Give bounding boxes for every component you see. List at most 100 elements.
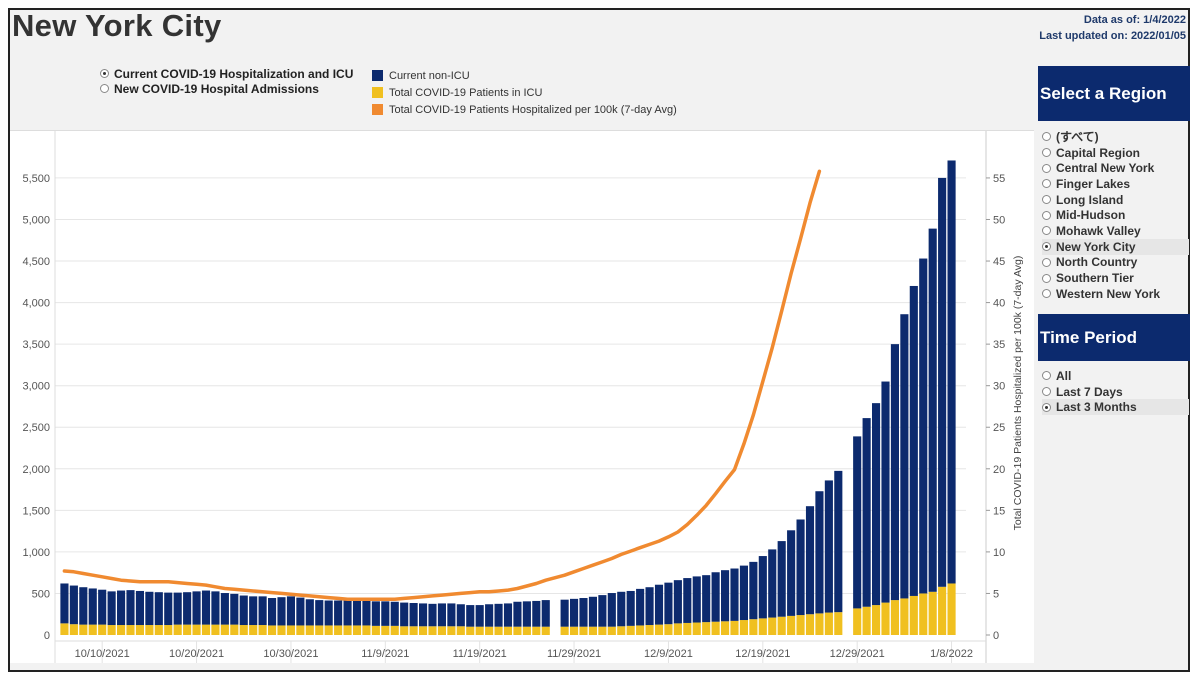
region-panel-heading: Select a Region (1038, 66, 1190, 121)
radio-icon (1042, 163, 1051, 173)
non-icu-bar (890, 344, 899, 601)
icu-bar (352, 625, 362, 635)
region-option-label: Southern Tier (1056, 271, 1134, 286)
region-option[interactable]: Finger Lakes (1042, 176, 1189, 192)
region-option[interactable]: Southern Tier (1042, 270, 1189, 286)
icu-bar (135, 625, 144, 635)
time-period-option[interactable]: Last 3 Months (1042, 399, 1189, 416)
y2-tick-label: 35 (993, 339, 1005, 351)
non-icu-bar (947, 160, 956, 584)
y-tick-label: 2,000 (22, 464, 50, 476)
view-selector: Current COVID-19 Hospitalization and ICU… (100, 66, 353, 96)
x-tick-label: 1/8/2022 (930, 648, 973, 660)
time-period-option[interactable]: All (1042, 368, 1189, 384)
legend-label: Total COVID-19 Patients Hospitalized per… (389, 103, 677, 116)
legend-item-per100k[interactable]: Total COVID-19 Patients Hospitalized per… (372, 101, 677, 118)
non-icu-bar (560, 599, 569, 627)
icu-bar (98, 624, 107, 635)
icu-bar (249, 625, 258, 635)
y2-tick-label: 25 (993, 422, 1005, 434)
region-option-label: New York City (1056, 239, 1136, 254)
icu-bar (721, 621, 730, 635)
non-icu-bar (853, 436, 862, 609)
icu-bar (787, 615, 796, 635)
icu-bar (909, 595, 918, 635)
icu-bar (683, 622, 692, 635)
non-icu-bar (485, 604, 494, 627)
region-option-label: Capital Region (1056, 145, 1141, 160)
icu-bar (390, 625, 399, 635)
non-icu-bar (211, 591, 220, 625)
non-icu-bar (522, 601, 531, 627)
non-icu-bar (381, 601, 390, 626)
icu-bar (928, 591, 937, 635)
view-option-admissions[interactable]: New COVID-19 Hospital Admissions (100, 81, 353, 96)
region-option[interactable]: Mohawk Valley (1042, 223, 1189, 239)
bar-group (60, 160, 956, 635)
non-icu-bar (777, 541, 786, 617)
y-tick-label: 1,500 (22, 505, 50, 517)
non-icu-bar (617, 591, 626, 627)
icu-bar (201, 624, 211, 635)
icu-bar (117, 625, 126, 635)
radio-icon (1042, 257, 1051, 267)
non-icu-bar (192, 591, 201, 625)
legend-swatch (372, 104, 383, 115)
non-icu-bar (456, 604, 465, 627)
non-icu-bar (909, 285, 918, 596)
region-option[interactable]: Long Island (1042, 192, 1189, 208)
icu-bar (824, 612, 833, 635)
view-option-hospitalization[interactable]: Current COVID-19 Hospitalization and ICU (100, 66, 353, 81)
icu-bar (749, 619, 758, 635)
non-icu-bar (919, 258, 928, 594)
region-option[interactable]: (すべて) (1042, 129, 1189, 145)
hospitalization-chart[interactable]: 05001,0001,5002,0002,5003,0003,5004,0004… (10, 131, 1034, 663)
y2-tick-label: 10 (993, 547, 1005, 559)
icu-bar (107, 625, 116, 635)
x-tick-label: 12/29/2021 (830, 648, 885, 660)
icu-bar (768, 617, 777, 635)
icu-bar (437, 626, 446, 635)
non-icu-bar (390, 601, 399, 626)
non-icu-bar (419, 603, 428, 627)
non-icu-bar (636, 588, 645, 626)
icu-bar (654, 624, 664, 635)
y2-tick-label: 55 (993, 173, 1005, 185)
non-icu-bar (286, 596, 295, 626)
icu-bar (862, 606, 871, 635)
icu-bar (69, 624, 78, 635)
region-option[interactable]: Capital Region (1042, 145, 1189, 161)
icu-bar (900, 598, 909, 635)
legend-item-icu[interactable]: Total COVID-19 Patients in ICU (372, 84, 677, 101)
icu-bar (447, 626, 456, 635)
icu-bar (334, 625, 343, 635)
y2-tick-label: 50 (993, 214, 1005, 226)
region-option[interactable]: Central New York (1042, 160, 1189, 176)
region-option[interactable]: Mid-Hudson (1042, 207, 1189, 223)
time-period-option[interactable]: Last 7 Days (1042, 384, 1189, 400)
non-icu-bar (928, 228, 937, 592)
non-icu-bar (834, 470, 843, 613)
non-icu-bar (154, 592, 163, 626)
icu-bar (409, 626, 418, 635)
region-option[interactable]: Western New York (1042, 286, 1189, 302)
icu-bar (494, 626, 503, 635)
icu-bar (758, 618, 767, 635)
non-icu-bar (702, 575, 711, 623)
icu-bar (371, 625, 380, 635)
region-option[interactable]: New York City (1042, 238, 1189, 255)
per100k-line (62, 169, 822, 602)
icu-bar (79, 624, 88, 635)
icu-bar (154, 625, 163, 635)
icu-bar (286, 625, 295, 635)
radio-icon (1042, 402, 1051, 412)
non-icu-bar (183, 592, 192, 625)
region-option[interactable]: North Country (1042, 255, 1189, 271)
non-icu-bar (400, 602, 409, 627)
icu-bar (230, 624, 239, 635)
non-icu-bar (579, 598, 588, 627)
non-icu-bar (305, 599, 314, 626)
icu-bar (607, 626, 616, 635)
legend-item-non-icu[interactable]: Current non-ICU (372, 67, 677, 84)
legend-swatch (372, 87, 383, 98)
